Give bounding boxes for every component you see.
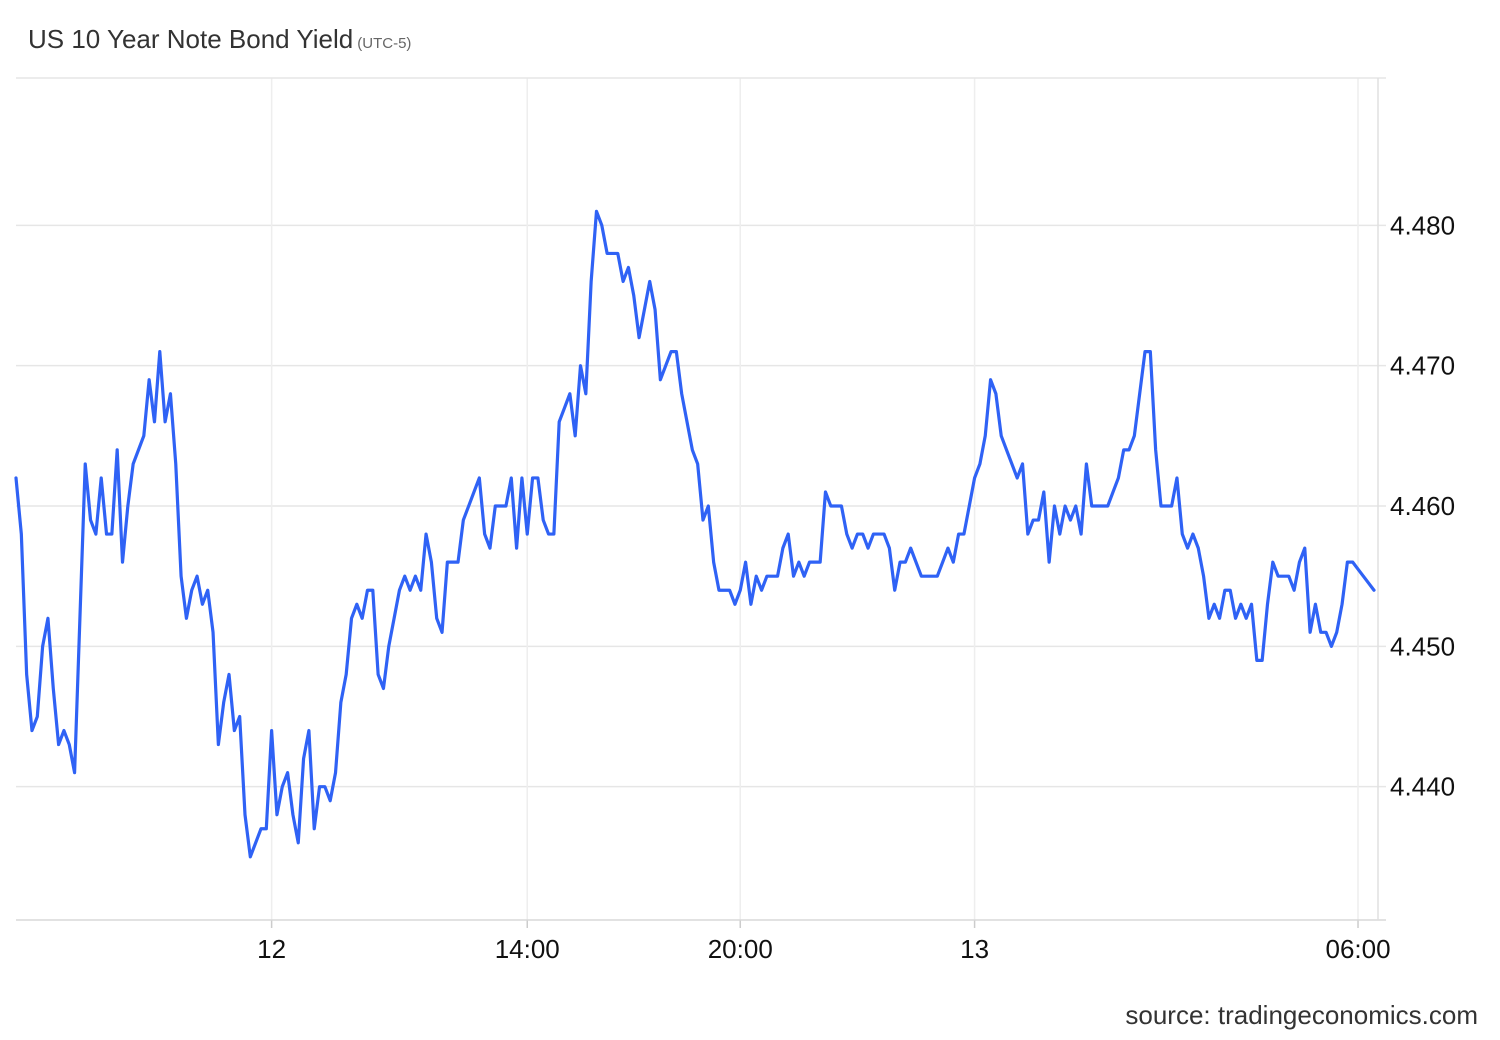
y-tick-label: 4.470 <box>1390 351 1455 381</box>
y-tick-label: 4.440 <box>1390 772 1455 802</box>
x-tick-label: 13 <box>960 934 989 964</box>
chart-title-block: US 10 Year Note Bond Yield (UTC-5) <box>28 24 411 55</box>
y-axis-tick-labels: 4.480 4.470 4.460 4.450 4.440 <box>1390 210 1455 801</box>
chart-timezone-subtitle: (UTC-5) <box>357 35 412 52</box>
x-tick-label: 20:00 <box>708 934 773 964</box>
y-tick-label: 4.480 <box>1390 210 1455 240</box>
source-credit: source: tradingeconomics.com <box>1125 1000 1478 1030</box>
chart-title: US 10 Year Note Bond Yield <box>28 24 354 54</box>
y-tick-label: 4.460 <box>1390 491 1455 521</box>
vertical-gridlines <box>270 78 1359 928</box>
x-tick-label: 06:00 <box>1325 934 1390 964</box>
x-axis-tick-labels: 12 14:00 20:00 13 06:00 <box>257 934 1390 964</box>
x-tick-label: 12 <box>257 934 286 964</box>
yield-series-line <box>14 209 1376 859</box>
x-tick-label: 14:00 <box>495 934 560 964</box>
y-tick-label: 4.450 <box>1390 631 1455 661</box>
